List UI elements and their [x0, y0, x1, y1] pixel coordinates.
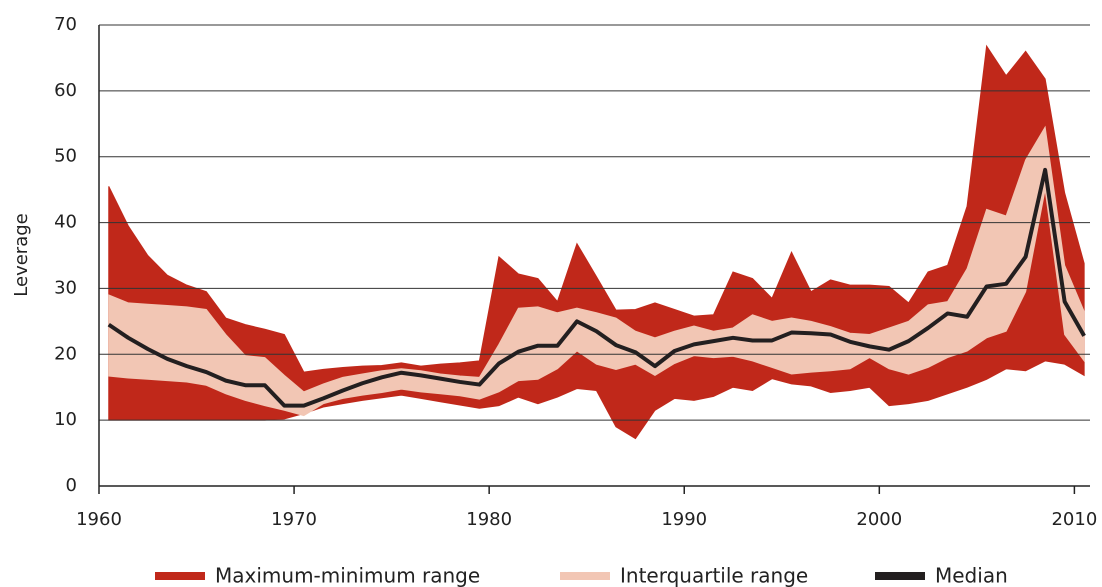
- x-tick-label: 2000: [856, 509, 902, 530]
- x-tick-label: 1960: [76, 509, 122, 530]
- median-line: [107, 167, 1086, 408]
- x-tick-label: 2010: [1051, 509, 1097, 530]
- y-tick-label: 0: [66, 475, 77, 496]
- legend-swatch: [560, 572, 610, 580]
- y-tick-label: 40: [54, 212, 77, 233]
- y-tick-label: 60: [54, 80, 77, 101]
- band: [108, 125, 1085, 417]
- x-tick-label: 1990: [661, 509, 707, 530]
- y-axis-label: Leverage: [11, 213, 32, 296]
- y-tick-label: 30: [54, 277, 77, 298]
- legend-label: Interquartile range: [620, 564, 808, 587]
- y-tick-label: 50: [54, 146, 77, 167]
- legend-label: Median: [935, 564, 1008, 587]
- y-tick-label: 10: [54, 409, 77, 430]
- legend-swatch: [155, 572, 205, 580]
- legend-label: Maximum-minimum range: [215, 564, 480, 587]
- x-tick-label: 1970: [271, 509, 317, 530]
- x-tick-label: 1980: [466, 509, 512, 530]
- y-tick-label: 20: [54, 343, 77, 364]
- legend-swatch: [875, 572, 925, 580]
- y-tick-label: 70: [54, 14, 77, 35]
